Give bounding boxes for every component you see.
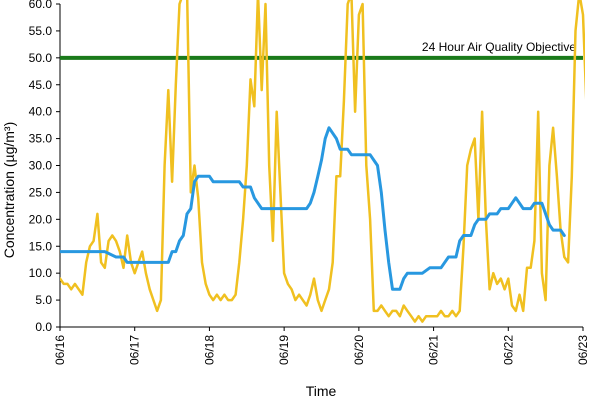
x-tick-label: 06/22 [501,335,515,365]
x-tick-label: 06/23 [576,335,590,365]
y-tick-label: 55.0 [29,24,53,38]
x-tick-label: 06/21 [427,335,441,365]
x-tick-label: 06/18 [202,335,216,365]
x-tick-label: 06/20 [352,335,366,365]
series-line-2 [60,126,566,291]
x-tick-label: 06/16 [53,335,67,365]
y-ticks: 0.0 5.0 10.0 15.0 20.0 25.0 30.0 35.0 40.0 45.0 50… [29,0,60,334]
x-axis-title: Time [306,383,337,399]
x-tick-label: 06/17 [128,335,142,365]
y-tick-label: 5.0 [35,293,52,307]
y-tick-label: 10.0 [29,266,53,280]
y-tick-label: 60.0 [29,0,53,11]
y-axis-title: Concentration (µg/m³) [1,122,17,258]
y-tick-label: 15.0 [29,239,53,253]
y-tick-label: 25.0 [29,185,53,199]
y-tick-label: 20.0 [29,212,53,226]
objective-label: 24 Hour Air Quality Objective [422,40,576,54]
y-tick-label: 45.0 [29,78,53,92]
y-tick-label: 0.0 [35,320,52,334]
reference-line-group: 24 Hour Air Quality Objective [60,40,583,60]
x-tick-label: 06/19 [277,335,291,365]
x-ticks: 06/16 06/17 06/18 06/19 06/20 06/21 06/22 06/23 [53,327,590,365]
y-tick-label: 30.0 [29,159,53,173]
series-group [60,0,585,323]
series-line-1 [60,0,585,323]
y-tick-label: 35.0 [29,132,53,146]
y-tick-label: 40.0 [29,105,53,119]
y-tick-label: 50.0 [29,51,53,65]
